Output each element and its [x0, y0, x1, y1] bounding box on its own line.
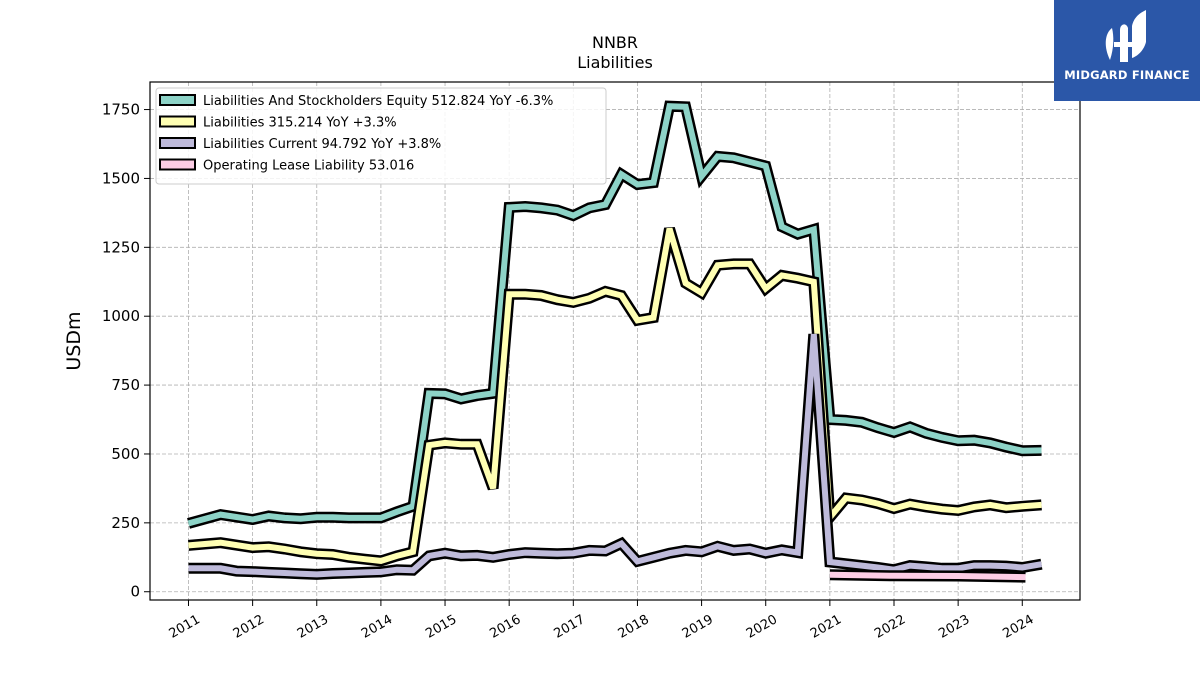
legend-entry: Liabilities And Stockholders Equity 512.… — [203, 94, 553, 109]
series-4 — [829, 569, 1026, 583]
series-1 — [187, 100, 1042, 529]
x-tick-label: 2023 — [936, 612, 972, 642]
chart-subtitle: Liabilities — [577, 53, 653, 72]
legend-entry: Liabilities Current 94.792 YoY +3.8% — [203, 137, 441, 152]
legend-swatch — [159, 137, 196, 149]
x-tick-label: 2021 — [808, 612, 844, 642]
x-tick-label: 2012 — [231, 612, 267, 642]
midgard-finance-logo: MIDGARD FINANCE — [1054, 0, 1200, 101]
x-tick-label: 2017 — [551, 612, 587, 642]
legend-swatch — [159, 158, 196, 171]
x-tick-label: 2016 — [487, 612, 523, 642]
series-3 — [188, 333, 1043, 580]
series-line — [188, 227, 1042, 564]
chart-title: NNBR — [592, 33, 638, 52]
series-line — [187, 103, 1042, 527]
legend: Liabilities And Stockholders Equity 512.… — [155, 87, 607, 185]
grid-lines — [150, 82, 1080, 600]
y-tick-label: 1500 — [102, 169, 140, 187]
logo-mark-icon — [1105, 10, 1146, 62]
logo-text: MIDGARD FINANCE — [1064, 68, 1190, 82]
y-tick-label: 250 — [111, 514, 140, 532]
x-tick-label: 2024 — [1000, 612, 1036, 642]
y-axis-label: USDm — [63, 311, 85, 370]
y-tick-label: 0 — [130, 583, 140, 601]
plot-frame — [149, 81, 1081, 601]
x-tick-label: 2019 — [680, 612, 716, 642]
legend-box — [155, 87, 607, 185]
x-tick-label: 2011 — [167, 612, 203, 642]
x-tick-label: 2022 — [872, 612, 908, 642]
series-layer — [187, 100, 1043, 583]
y-tick-label: 1250 — [102, 238, 140, 256]
legend-entry: Operating Lease Liability 53.016 — [203, 159, 414, 174]
y-tick-label: 750 — [111, 376, 140, 394]
legend-swatch — [159, 94, 196, 106]
series-line — [188, 333, 1043, 578]
x-tick-label: 2014 — [359, 612, 395, 642]
series-2 — [188, 227, 1042, 567]
x-tick-label: 2015 — [423, 612, 459, 642]
y-tick-label: 1000 — [102, 307, 140, 325]
legend-swatch — [159, 115, 196, 128]
x-tick-label: 2018 — [616, 612, 652, 642]
legend-entry: Liabilities 315.214 YoY +3.3% — [203, 116, 397, 131]
y-tick-label: 500 — [111, 445, 140, 463]
series-line — [829, 571, 1026, 581]
x-tick-label: 2013 — [295, 612, 331, 642]
y-tick-label: 1750 — [102, 101, 140, 119]
x-tick-label: 2020 — [744, 612, 780, 642]
